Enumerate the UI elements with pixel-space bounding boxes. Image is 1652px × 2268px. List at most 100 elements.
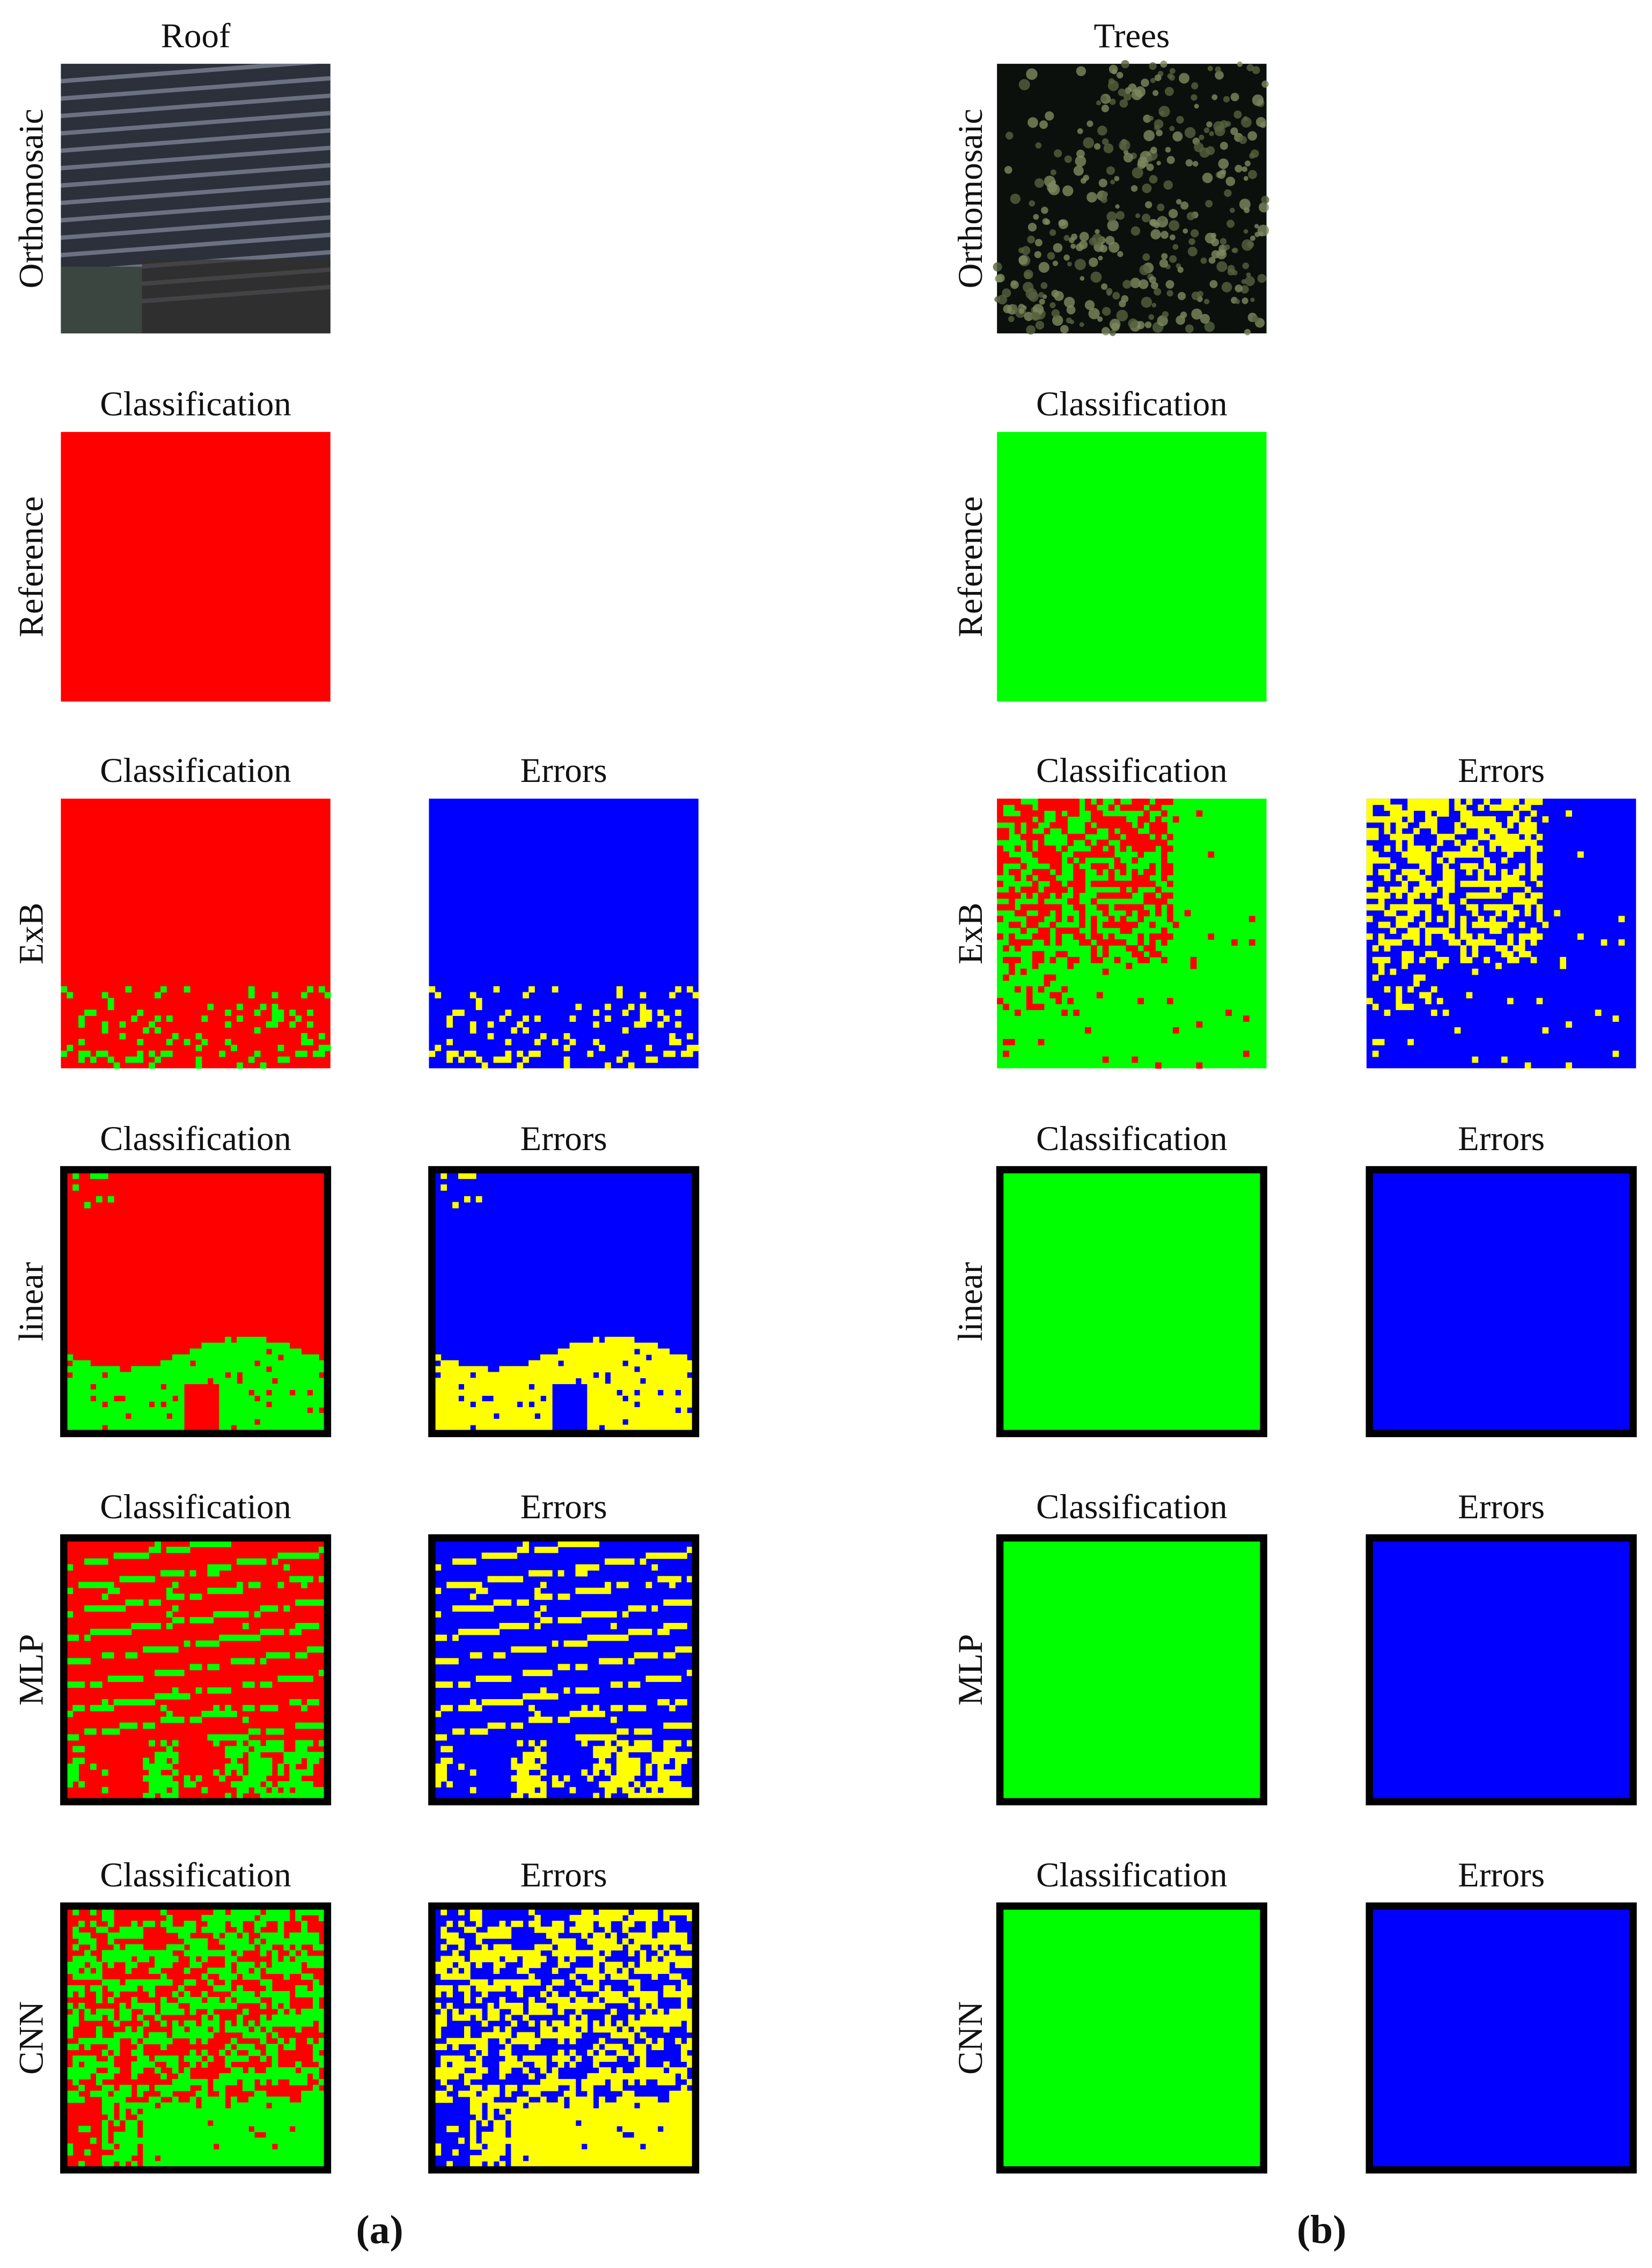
map-pixel bbox=[254, 2026, 261, 2033]
map-pixel bbox=[213, 1996, 220, 2003]
map-pixel bbox=[248, 1056, 255, 1063]
map-pixel bbox=[207, 1926, 214, 1933]
map-pixel bbox=[505, 2102, 512, 2109]
map-pixel bbox=[540, 2055, 547, 2062]
map-pixel bbox=[183, 1920, 190, 1927]
map-pixel bbox=[289, 1793, 296, 1799]
map-pixel bbox=[651, 1372, 658, 1379]
map-pixel bbox=[160, 1360, 167, 1367]
map-pixel bbox=[155, 2108, 161, 2115]
map-pixel bbox=[475, 1413, 482, 1420]
map-pixel bbox=[546, 2032, 553, 2039]
map-frame bbox=[428, 1902, 700, 2174]
map-pixel bbox=[172, 1547, 179, 1553]
map-pixel bbox=[523, 1956, 529, 1963]
map-pixel bbox=[295, 1552, 302, 1559]
map-pixel bbox=[201, 1950, 208, 1957]
map-pixel bbox=[675, 2008, 681, 2015]
map-pixel bbox=[183, 1781, 190, 1788]
row-label: linear bbox=[12, 1262, 51, 1341]
map-pixel bbox=[440, 1389, 447, 1396]
map-pixel bbox=[552, 2155, 559, 2162]
map-pixel bbox=[277, 1991, 284, 1998]
map-pixel bbox=[493, 1967, 500, 1974]
map-pixel bbox=[155, 2038, 161, 2045]
map-pixel bbox=[225, 1611, 231, 1618]
map-pixel bbox=[546, 1570, 553, 1577]
map-pixel bbox=[528, 2108, 535, 2115]
map-pixel bbox=[301, 1038, 307, 1045]
map-pixel bbox=[254, 1413, 261, 1420]
map-pixel bbox=[669, 2014, 676, 2021]
map-pixel bbox=[645, 1676, 652, 1682]
map-pixel bbox=[125, 2143, 132, 2150]
map-pixel bbox=[534, 1716, 541, 1723]
map-pixel bbox=[669, 1582, 676, 1589]
map-pixel bbox=[587, 1967, 594, 1974]
map-pixel bbox=[669, 1704, 676, 1711]
map-pixel bbox=[605, 1360, 611, 1367]
map-pixel bbox=[113, 1605, 120, 1612]
map-pixel bbox=[581, 2120, 588, 2126]
map-pixel bbox=[67, 1354, 74, 1361]
map-pixel bbox=[622, 1775, 629, 1782]
map-pixel bbox=[481, 1728, 488, 1735]
map-pixel bbox=[599, 1634, 605, 1641]
map-pixel bbox=[166, 1979, 173, 1986]
map-pixel bbox=[663, 2079, 670, 2086]
map-pixel bbox=[534, 2055, 541, 2062]
map-pixel bbox=[172, 1605, 179, 1612]
map-pixel bbox=[569, 1950, 576, 1957]
map-pixel bbox=[195, 1716, 202, 1723]
map-pixel bbox=[160, 2120, 167, 2126]
map-pixel bbox=[487, 1926, 494, 1933]
map-pixel bbox=[681, 1909, 687, 1915]
map-pixel bbox=[78, 1050, 85, 1057]
map-pixel bbox=[189, 2079, 196, 2086]
map-pixel bbox=[546, 2108, 553, 2115]
map-pixel bbox=[254, 1342, 261, 1349]
map-pixel bbox=[581, 2014, 588, 2021]
map-pixel bbox=[131, 1401, 138, 1408]
map-pixel bbox=[511, 2102, 518, 2109]
map-pixel bbox=[313, 2138, 319, 2144]
map-pixel bbox=[143, 2020, 150, 2027]
map-pixel bbox=[657, 2114, 664, 2121]
map-pixel bbox=[67, 1658, 74, 1665]
map-pixel bbox=[505, 2032, 512, 2039]
map-pixel bbox=[481, 2050, 488, 2056]
map-pixel bbox=[67, 1781, 74, 1788]
map-pixel bbox=[540, 2008, 547, 2015]
map-pixel bbox=[499, 2061, 506, 2068]
map-pixel bbox=[663, 1781, 670, 1788]
map-pixel bbox=[243, 1938, 249, 1945]
map-pixel bbox=[254, 1758, 261, 1764]
map-pixel bbox=[225, 1009, 231, 1016]
map-pixel bbox=[318, 2161, 325, 2168]
map-pixel bbox=[207, 1564, 214, 1571]
map-pixel bbox=[663, 1652, 670, 1659]
map-pixel bbox=[440, 1973, 447, 1980]
map-pixel bbox=[266, 1769, 273, 1776]
map-pixel bbox=[605, 1985, 611, 1992]
map-pixel bbox=[622, 1758, 629, 1764]
map-pixel bbox=[172, 2108, 179, 2115]
map-pixel bbox=[511, 2114, 518, 2121]
map-pixel bbox=[669, 1552, 676, 1559]
map-pixel bbox=[277, 1342, 284, 1349]
map-pixel bbox=[143, 1418, 150, 1425]
map-pixel bbox=[266, 1418, 273, 1425]
column-title: Classification bbox=[100, 385, 291, 423]
map-pixel bbox=[125, 1389, 132, 1396]
map-pixel bbox=[651, 2132, 658, 2138]
map-pixel bbox=[266, 2120, 273, 2126]
map-pixel bbox=[143, 1372, 150, 1379]
map-pixel bbox=[657, 1758, 664, 1764]
map-pixel bbox=[219, 2143, 226, 2150]
map-pixel bbox=[96, 2008, 102, 2015]
map-pixel bbox=[475, 1389, 482, 1396]
map-pixel bbox=[681, 2132, 687, 2138]
map-pixel bbox=[517, 1920, 524, 1927]
map-pixel bbox=[628, 2126, 635, 2132]
map-pixel bbox=[201, 2120, 208, 2126]
